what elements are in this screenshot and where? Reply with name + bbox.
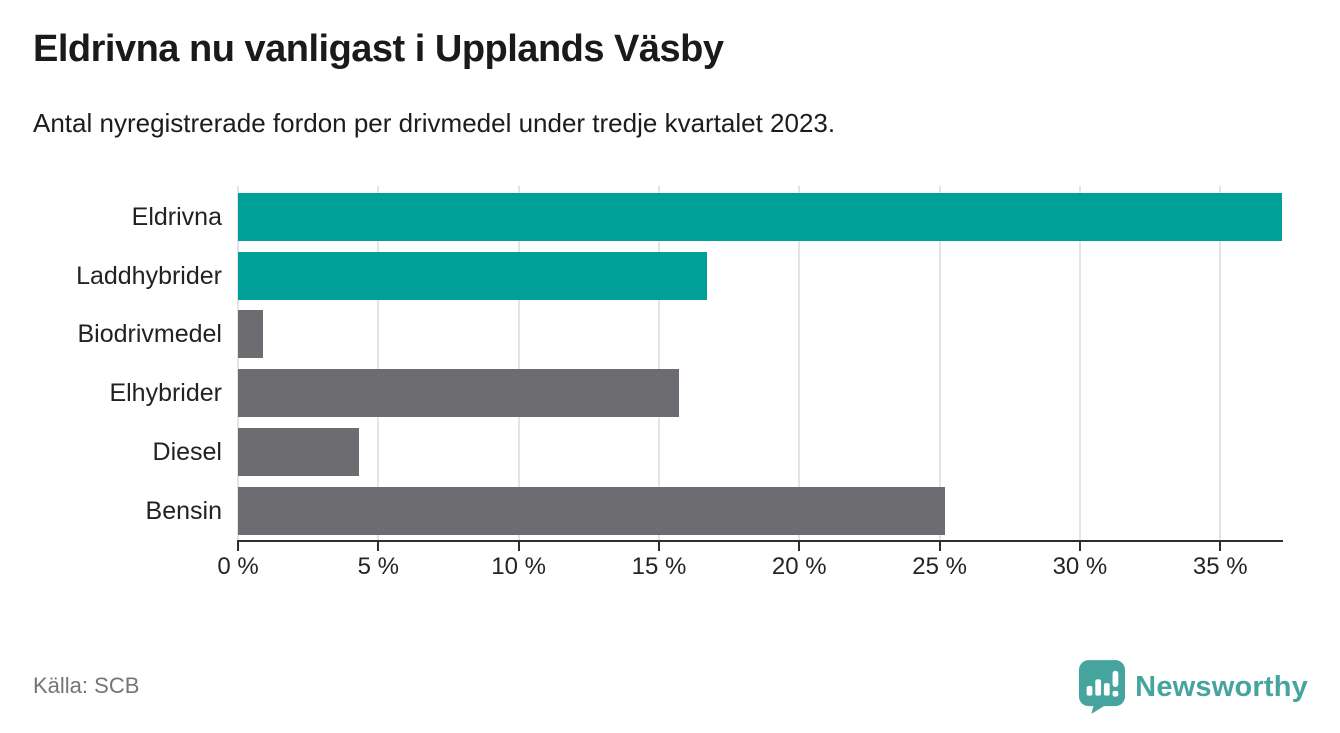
tick-mark-0: [237, 540, 239, 551]
bar-diesel: [238, 427, 359, 476]
gridline-25: [938, 186, 941, 541]
page-title: Eldrivna nu vanligast i Upplands Väsby: [33, 28, 724, 70]
newsworthy-logo-text: Newsworthy: [1135, 670, 1308, 703]
chart-subtitle: Antal nyregistrerade fordon per drivmede…: [33, 108, 836, 138]
bar-eldrivna: [238, 193, 1282, 241]
category-label-eldrivna: Eldrivna: [131, 203, 222, 231]
tick-mark-35: [1219, 540, 1222, 551]
tick-mark-10: [517, 540, 520, 551]
source-attribution: Källa: SCB: [33, 673, 140, 698]
bar-bensin: [238, 486, 946, 535]
category-label-biodrivmedel: Biodrivmedel: [77, 320, 222, 349]
tick-label-30: 30 %: [1052, 553, 1108, 580]
category-label-diesel: Diesel: [152, 437, 222, 466]
bar-row-eldrivna: [238, 193, 1282, 241]
category-label-bensin: Bensin: [145, 496, 222, 525]
gridline-30: [1078, 186, 1081, 541]
gridline-35: [1219, 186, 1222, 541]
newsworthy-logo: Newsworthy: [1079, 660, 1308, 714]
tick-label-0: 0 %: [217, 553, 259, 580]
category-label-elhybrider: Elhybrider: [109, 379, 222, 408]
gridline-5: [377, 186, 380, 541]
x-axis-line: [237, 540, 1283, 542]
bar-elhybrider: [238, 369, 679, 418]
bar-row-elhybrider: [238, 369, 1282, 418]
tick-mark-5: [377, 540, 380, 551]
tick-mark-25: [938, 540, 941, 551]
bar-row-diesel: [238, 427, 1282, 476]
bar-row-bensin: [238, 486, 1282, 535]
tick-label-5: 5 %: [357, 553, 399, 580]
tick-mark-30: [1078, 540, 1081, 551]
bar-row-biodrivmedel: [238, 310, 1282, 359]
bar-row-laddhybrider: [238, 251, 1282, 300]
tick-mark-15: [657, 540, 660, 551]
gridline-10: [517, 186, 520, 541]
category-label-laddhybrider: Laddhybrider: [76, 261, 222, 290]
tick-label-20: 20 %: [771, 553, 827, 580]
tick-label-35: 35 %: [1192, 553, 1248, 580]
bar-laddhybrider: [238, 251, 707, 300]
tick-label-25: 25 %: [912, 553, 967, 580]
tick-label-10: 10 %: [491, 553, 546, 580]
newsworthy-bubble-icon: [1079, 660, 1126, 714]
tick-label-15: 15 %: [631, 553, 687, 580]
plot-area: [237, 186, 1282, 541]
bar-biodrivmedel: [238, 310, 264, 359]
gridline-0: [237, 186, 239, 541]
tick-mark-20: [798, 540, 801, 551]
gridline-20: [798, 186, 801, 541]
gridline-15: [657, 186, 660, 541]
